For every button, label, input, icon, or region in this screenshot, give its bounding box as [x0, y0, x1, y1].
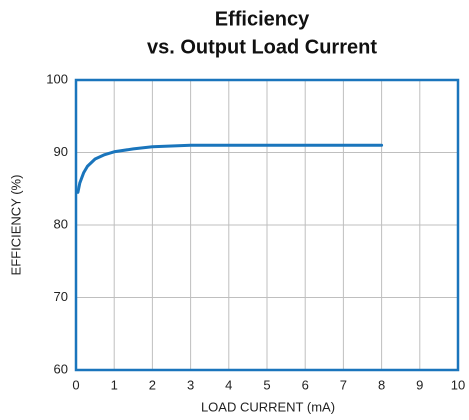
line-series: [76, 143, 384, 194]
y-axis-label: EFFICIENCY (%): [8, 175, 23, 276]
x-tick-label: 4: [225, 377, 232, 392]
x-axis-label: LOAD CURRENT (mA): [201, 399, 335, 414]
x-tick-label: 0: [72, 377, 79, 392]
chart-title: Efficiency: [215, 8, 310, 30]
plot-frame: [74, 78, 460, 372]
x-tick-label: 1: [111, 377, 118, 392]
x-tick-label: 10: [451, 377, 465, 392]
x-tick-label: 8: [378, 377, 385, 392]
x-tick-label: 9: [416, 377, 423, 392]
y-tick-label: 90: [54, 144, 68, 159]
y-tick-label: 60: [54, 361, 68, 376]
y-tick-label: 70: [54, 289, 68, 304]
x-tick-label: 2: [149, 377, 156, 392]
x-tick-label: 3: [187, 377, 194, 392]
y-tick-label: 80: [54, 216, 68, 231]
chart-title: vs. Output Load Current: [147, 36, 377, 58]
x-tick-label: 6: [302, 377, 309, 392]
x-tick-label: 7: [340, 377, 347, 392]
y-tick-label: 100: [46, 71, 68, 86]
x-tick-label: 5: [263, 377, 270, 392]
